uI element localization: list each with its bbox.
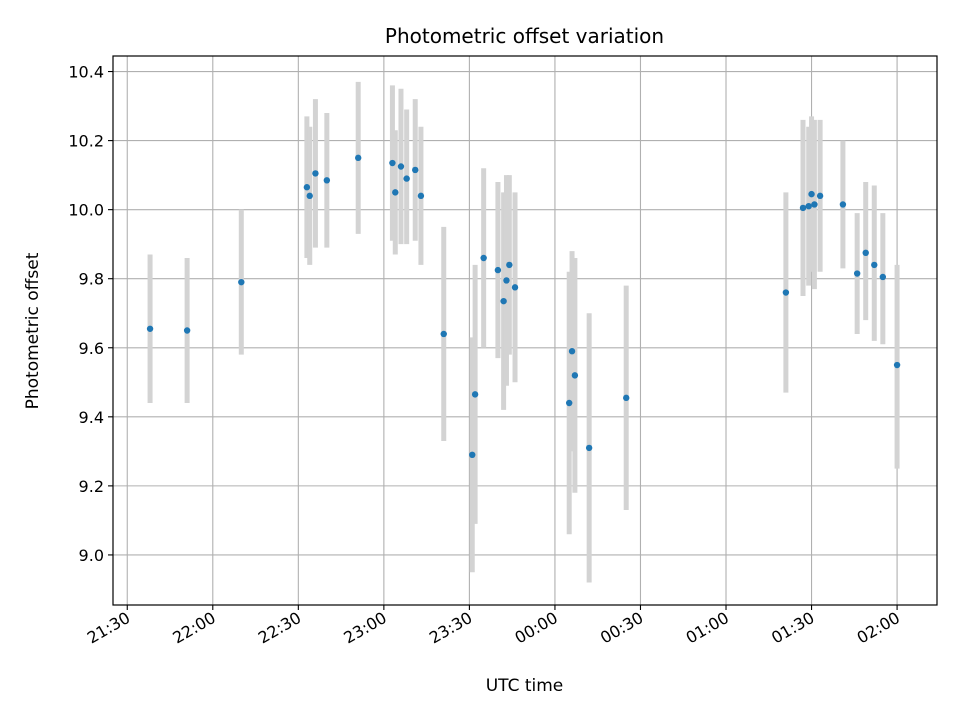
data-points [146, 154, 901, 459]
y-tick-label: 10.4 [68, 63, 104, 82]
data-point [146, 325, 154, 332]
data-point [799, 204, 807, 212]
data-point [506, 261, 513, 269]
data-point [565, 399, 573, 407]
data-point [511, 284, 519, 291]
data-point [816, 192, 824, 200]
y-tick-label: 9.6 [79, 339, 104, 358]
data-point [392, 189, 399, 196]
y-axis-label: Photometric offset [23, 252, 43, 409]
data-point [893, 361, 901, 369]
y-tick-label: 10.0 [68, 201, 104, 220]
data-point [500, 297, 507, 305]
data-point [585, 444, 593, 452]
data-point [389, 159, 396, 167]
y-tick-label: 9.8 [79, 270, 104, 289]
data-point [397, 163, 405, 170]
y-tick-label: 9.4 [79, 408, 104, 427]
data-point [782, 289, 790, 296]
data-point [355, 154, 362, 162]
data-point [303, 184, 311, 191]
data-point [440, 330, 447, 338]
data-point [494, 266, 502, 274]
data-point [862, 249, 869, 257]
data-point [879, 273, 887, 281]
data-point [480, 254, 487, 262]
data-point [503, 277, 510, 284]
data-point [853, 270, 861, 277]
data-point [839, 201, 847, 208]
data-point [403, 175, 410, 182]
y-tick-label: 10.2 [68, 132, 104, 151]
data-point [805, 202, 812, 210]
data-point [469, 451, 476, 459]
y-tick-label: 9.0 [79, 546, 104, 565]
x-axis-label: UTC time [486, 676, 564, 696]
data-point [811, 201, 818, 208]
data-point [808, 190, 815, 198]
data-point [183, 327, 191, 334]
data-point [471, 391, 479, 398]
data-point [571, 372, 579, 379]
plot-frame [112, 55, 938, 606]
data-point [323, 177, 331, 184]
data-point [312, 170, 319, 177]
data-point [568, 348, 576, 355]
data-point [412, 166, 419, 174]
y-axis: 9.0 9.2 9.4 9.6 9.8 10.0 10.2 10.4 [68, 63, 113, 565]
y-tick-label: 9.2 [79, 477, 104, 496]
data-point [417, 192, 425, 200]
data-point [238, 278, 245, 286]
data-point [306, 192, 313, 200]
chart-title: Photometric offset variation [385, 24, 664, 48]
data-point [871, 261, 878, 269]
data-point [623, 394, 630, 402]
